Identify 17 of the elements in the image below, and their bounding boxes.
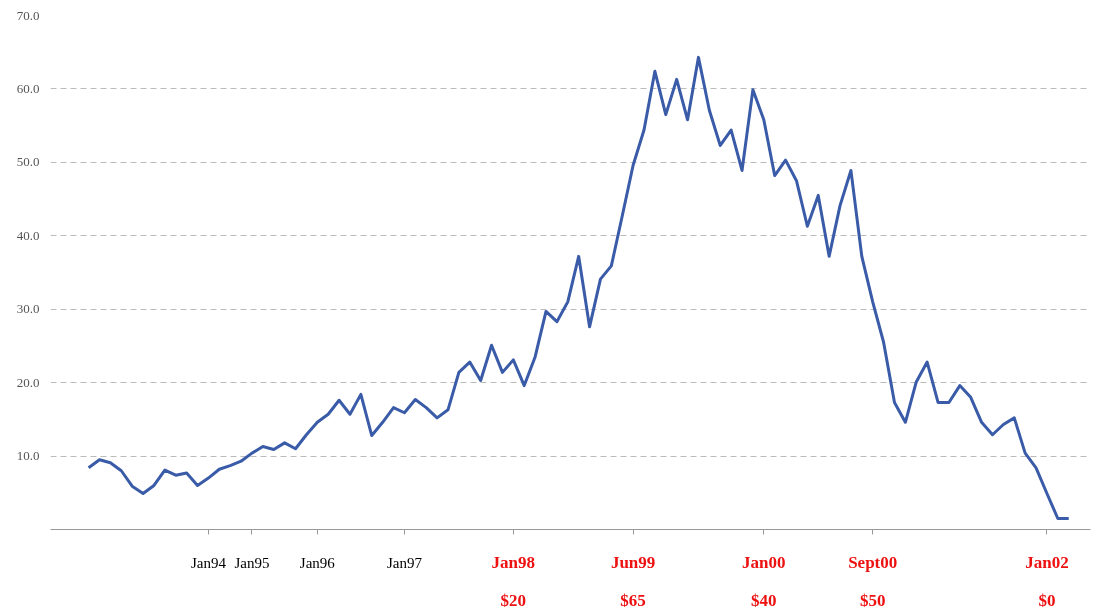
y-tick-label: 50.0 <box>16 154 40 170</box>
x-tick-label: Jan97 <box>386 554 423 571</box>
y-tick-label: 60.0 <box>16 80 40 96</box>
x-tick-label: Jan02 $0 <box>1025 552 1069 610</box>
x-tick-label: Sept00 $50 <box>848 552 898 610</box>
x-tick-label: Jan98 $20 <box>491 552 536 610</box>
line-series <box>87 55 1071 520</box>
x-tick-label: Jan94 <box>190 554 227 571</box>
y-tick-label: 20.0 <box>16 374 40 390</box>
x-tick-label: Jun99 $65 <box>610 552 656 610</box>
x-tick-label: Jan96 <box>299 554 336 571</box>
y-tick-label: 30.0 <box>16 301 40 317</box>
y-tick-label: 70.0 <box>16 7 40 23</box>
x-tick-label: Jan95 <box>234 554 270 571</box>
x-tick-label: Jan00 $40 <box>742 552 786 610</box>
y-tick-label: 10.0 <box>16 448 40 464</box>
y-tick-label: 40.0 <box>16 227 40 243</box>
